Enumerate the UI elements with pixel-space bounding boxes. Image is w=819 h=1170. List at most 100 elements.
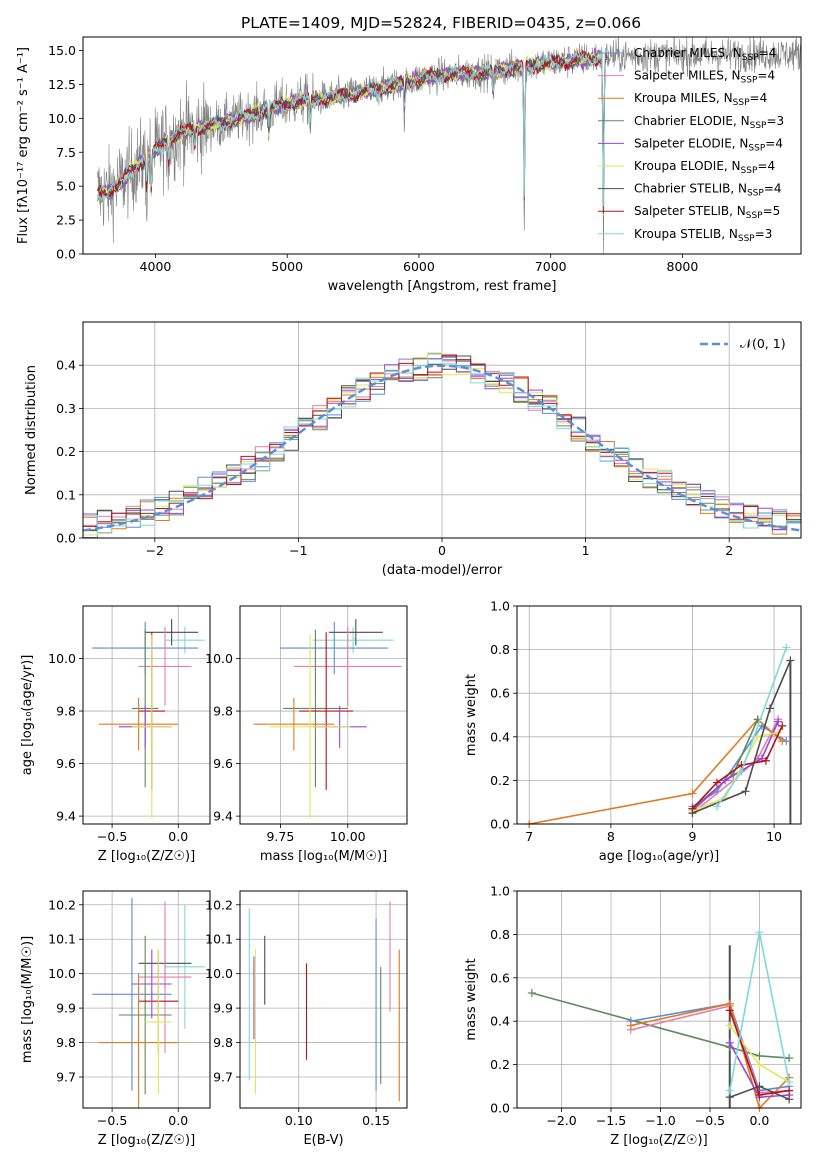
model-spectrum-Salpeter_STELIB xyxy=(97,49,608,207)
series-marker-Chabrier_STELIB xyxy=(765,704,774,713)
legend-label-value: =4 xyxy=(757,159,775,173)
series-marker-Salpeter_ELODIE xyxy=(721,776,730,785)
legend-label-text: Chabrier ELODIE, N xyxy=(634,114,750,128)
y-tick-label: 9.8 xyxy=(213,1035,233,1050)
legend-label: Salpeter ELODIE, NSSP=4 xyxy=(634,136,783,153)
y-tick-label: 0.6 xyxy=(490,970,510,985)
series-marker-Salpeter_STELIB xyxy=(785,1086,794,1095)
y-tick-label: 0.8 xyxy=(490,642,510,657)
legend-label: Salpeter STELIB, NSSP=5 xyxy=(634,204,780,221)
y-tick-label: 0.0 xyxy=(490,1101,510,1116)
series-marker-Salpeter_STELIB xyxy=(688,804,697,813)
y-tick-label: 9.7 xyxy=(56,1070,76,1085)
axes-frame xyxy=(82,890,211,1109)
spectrum-panel: 4000 5000 6000 7000 8000 0.0 2.5 5.0 7.5 10.0 12.5… xyxy=(16,36,802,294)
y-tick-label: 10.1 xyxy=(205,932,233,947)
y-tick-label: 0.4 xyxy=(56,358,76,373)
y-tick-label: 10.0 xyxy=(205,966,233,981)
x-tick-label: 1 xyxy=(582,543,590,558)
x-tick-label: 9 xyxy=(688,829,696,844)
y-tick-label: 0.4 xyxy=(490,1014,510,1029)
x-tick-label: −2.0 xyxy=(546,1113,576,1128)
x-axis-label: age [log₁₀(age/yr)] xyxy=(599,849,720,864)
y-tick-label: 0.8 xyxy=(490,927,510,942)
axes-frame xyxy=(516,605,802,825)
series-line-Salpeter_ELODIE xyxy=(691,721,779,812)
x-tick-label: 6000 xyxy=(403,259,435,274)
y-tick-label: 9.6 xyxy=(213,756,233,771)
age-vs-metallicity-panel: −0.5 0.0 9.4 9.6 9.8 10.0 Z [log₁₀(Z/Z☉)] age [… xyxy=(20,605,211,864)
axes-frame xyxy=(82,605,211,825)
legend-label-sub: SSP xyxy=(748,143,765,153)
legend-label-value: =4 xyxy=(765,136,783,150)
x-axis-label: Z [log₁₀(Z/Z☉)] xyxy=(610,1133,707,1148)
y-tick-label: 15.0 xyxy=(48,43,76,58)
axes-frame xyxy=(239,890,408,1109)
series-marker-Kroupa_MILES xyxy=(688,789,697,798)
series-marker-Salpeter_STELIB xyxy=(725,1006,734,1015)
y-tick-label: 12.5 xyxy=(48,77,76,92)
mass-vs-metallicity-panel: −0.5 0.0 9.7 9.8 9.9 10.0 10.1 10.2 Z [log₁₀(Z/Z… xyxy=(20,890,211,1148)
x-tick-label: 0.15 xyxy=(362,1113,390,1128)
figure-title: PLATE=1409, MJD=52824, FIBERID=0435, z=0… xyxy=(241,14,641,32)
y-tick-label: 0.2 xyxy=(56,444,76,459)
y-axis-label: mass [log₁₀(M/M☉)] xyxy=(20,936,35,1063)
mass-weight-vs-metallicity-panel: −2.0 −1.5 −1.0 −0.5 0.0 0.0 0.2 0.4 0.6 0.8 1.0 Z [… xyxy=(464,884,802,1148)
y-tick-label: 10.0 xyxy=(48,111,76,126)
legend-label: Chabrier ELODIE, NSSP=3 xyxy=(634,114,784,131)
legend-label-sub: SSP xyxy=(746,211,763,221)
legend-label-sub: SSP xyxy=(741,76,758,86)
legend-label: Kroupa STELIB, NSSP=3 xyxy=(634,227,772,244)
legend-label: Kroupa ELODIE, NSSP=4 xyxy=(634,159,775,176)
series-marker-Kroupa_MILES xyxy=(778,737,787,746)
legend-label-value: =3 xyxy=(766,114,784,128)
y-tick-label: 0.4 xyxy=(490,729,510,744)
x-tick-label: −0.5 xyxy=(97,1113,127,1128)
x-axis-label: (data-model)/error xyxy=(382,563,503,578)
legend-label-value: =4 xyxy=(764,182,782,196)
x-tick-label: 9.75 xyxy=(266,829,294,844)
y-tick-label: 5.0 xyxy=(56,179,76,194)
x-tick-label: 0 xyxy=(438,543,446,558)
axes-frame xyxy=(239,605,408,825)
series-line-Salpeter_MILES xyxy=(691,719,779,814)
series-marker-Kroupa_ELODIE xyxy=(753,732,762,741)
y-tick-label: 0.0 xyxy=(56,531,76,546)
y-tick-label: 10.0 xyxy=(48,966,76,981)
x-tick-label: 4000 xyxy=(140,259,172,274)
legend-label-value: =4 xyxy=(750,91,768,105)
x-tick-label: 10 xyxy=(766,829,782,844)
legend-label-text: Chabrier MILES, N xyxy=(634,46,742,60)
y-tick-label: 0.0 xyxy=(56,247,76,262)
series-marker-Kroupa_STELIB xyxy=(785,1077,794,1086)
y-tick-label: 1.0 xyxy=(490,884,510,899)
x-tick-label: −1.5 xyxy=(596,1113,626,1128)
x-tick-label: −0.5 xyxy=(695,1113,725,1128)
series-marker-Kroupa_STELIB xyxy=(782,643,791,652)
y-tick-label: 10.2 xyxy=(48,897,76,912)
legend-label-text: Kroupa STELIB, N xyxy=(634,227,738,241)
x-tick-label: 7 xyxy=(525,829,533,844)
model-spectrum-Kroupa_STELIB xyxy=(97,49,608,207)
legend-label-sub: SSP xyxy=(747,189,764,199)
y-tick-label: 9.9 xyxy=(56,1001,76,1016)
series-marker-Kroupa_STELIB xyxy=(712,802,721,811)
y-tick-label: 0.6 xyxy=(490,686,510,701)
y-tick-label: 9.8 xyxy=(56,704,76,719)
legend-label: Kroupa MILES, NSSP=4 xyxy=(634,91,767,108)
x-tick-label: 8000 xyxy=(667,259,699,274)
series-marker-Kroupa_MILES xyxy=(626,1021,635,1030)
y-tick-label: 9.8 xyxy=(56,1035,76,1050)
y-axis-label: age [log₁₀(age/yr)] xyxy=(20,655,35,776)
y-tick-label: 2.5 xyxy=(56,213,76,228)
legend-label-sub: SSP xyxy=(741,166,758,176)
legend-label: Salpeter MILES, NSSP=4 xyxy=(634,69,775,86)
legend-label-sub: SSP xyxy=(750,121,767,131)
legend-label: Chabrier MILES, NSSP=4 xyxy=(634,46,776,63)
series-marker-Chabrier_STELIB xyxy=(741,787,750,796)
legend-label-value: =3 xyxy=(755,227,773,241)
legend-label-sub: SSP xyxy=(738,234,755,244)
series-marker-Kroupa_STELIB xyxy=(725,1086,734,1095)
residuals-panel: −2 −1 0 1 2 0.0 0.1 0.2 0.3 0.4 (data-model)/error… xyxy=(24,321,802,578)
x-tick-label: 0.0 xyxy=(168,1113,188,1128)
